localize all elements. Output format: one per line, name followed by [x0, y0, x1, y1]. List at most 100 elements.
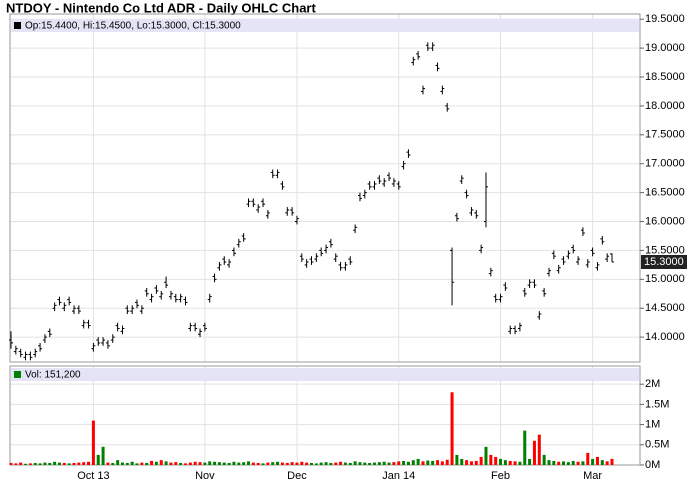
- volume-bar: [402, 460, 406, 465]
- last-price-box: [641, 254, 687, 269]
- volume-bar: [363, 462, 367, 465]
- volume-bar: [460, 458, 464, 465]
- volume-bar: [513, 461, 517, 465]
- x-tick-label: Dec: [287, 470, 307, 482]
- volume-bar: [484, 446, 488, 465]
- volume-bar: [440, 461, 444, 465]
- volume-bar: [392, 462, 396, 465]
- volume-bar: [382, 461, 386, 465]
- volume-bar: [329, 462, 333, 465]
- y-tick-label: 15.5000: [645, 244, 685, 256]
- volume-bar: [397, 461, 401, 465]
- volume-bar: [305, 462, 309, 465]
- volume-bar: [387, 462, 391, 465]
- volume-bar: [591, 458, 595, 465]
- volume-bar: [314, 463, 318, 465]
- volume-bar: [479, 456, 483, 465]
- volume-bar: [38, 463, 42, 465]
- volume-bar: [159, 460, 163, 465]
- y-tick-label: 1M: [645, 418, 660, 430]
- volume-bar: [150, 460, 154, 465]
- volume-bar: [469, 461, 473, 465]
- volume-bar: [295, 462, 299, 465]
- volume-bar: [217, 462, 221, 465]
- volume-bar: [193, 461, 197, 465]
- volume-bar: [290, 462, 294, 465]
- volume-bar: [203, 462, 207, 465]
- volume-bar: [198, 462, 202, 465]
- volume-bar: [266, 462, 270, 465]
- volume-bar: [571, 460, 575, 465]
- volume-bar: [605, 461, 609, 465]
- volume-bar: [140, 462, 144, 465]
- y-tick-label: 1.5M: [645, 398, 669, 410]
- volume-legend-swatch: [14, 371, 21, 378]
- volume-bar: [411, 460, 415, 465]
- volume-bar: [145, 462, 149, 465]
- volume-bar: [319, 462, 323, 465]
- volume-bar: [406, 461, 410, 465]
- volume-bar: [101, 446, 105, 465]
- volume-bar: [339, 461, 343, 465]
- volume-bar: [445, 459, 449, 465]
- volume-bar: [24, 463, 28, 465]
- volume-bar: [91, 420, 95, 465]
- volume-bar: [547, 460, 551, 465]
- volume-bar: [300, 461, 304, 465]
- volume-bar: [353, 461, 357, 465]
- volume-bar: [557, 461, 561, 465]
- x-tick-label: Nov: [195, 470, 215, 482]
- volume-bar: [499, 458, 503, 465]
- volume-bar: [503, 460, 507, 465]
- volume-bar: [489, 454, 493, 465]
- y-tick-label: 14.0000: [645, 331, 685, 343]
- y-tick-label: 14.5000: [645, 302, 685, 314]
- volume-bar: [348, 462, 352, 465]
- volume-bar: [213, 461, 217, 465]
- volume-bar: [48, 462, 52, 465]
- volume-bar: [343, 462, 347, 465]
- volume-bar: [82, 462, 86, 465]
- legend-swatch: [14, 22, 21, 29]
- y-tick-label: 17.0000: [645, 158, 685, 170]
- volume-bar: [169, 462, 173, 465]
- volume-bar: [310, 462, 313, 465]
- volume-bar: [562, 461, 566, 465]
- volume-bar: [256, 462, 260, 465]
- volume-bar: [232, 461, 236, 465]
- volume-bar: [120, 462, 124, 465]
- volume-bar: [246, 461, 250, 465]
- volume-bar: [377, 462, 381, 465]
- volume-bar: [179, 462, 183, 465]
- volume-bar: [474, 460, 478, 465]
- volume-bar: [436, 460, 440, 465]
- volume-bar: [77, 462, 81, 465]
- volume-bar: [537, 434, 541, 465]
- volume-bar: [373, 462, 377, 465]
- volume-legend-bar: [11, 368, 639, 381]
- volume-bar: [111, 462, 115, 465]
- volume-bar: [19, 462, 23, 465]
- volume-bar: [130, 461, 134, 465]
- volume-bar: [576, 461, 580, 465]
- volume-bar: [242, 462, 246, 465]
- volume-bar: [610, 458, 614, 465]
- volume-bar: [53, 461, 57, 465]
- volume-bar: [528, 458, 532, 465]
- y-tick-label: 19.0000: [645, 42, 685, 54]
- volume-bar: [334, 462, 338, 465]
- volume-bar: [450, 392, 454, 465]
- volume-legend-text: Vol: 151,200: [25, 370, 81, 381]
- volume-bar: [532, 440, 536, 465]
- volume-bar: [227, 462, 231, 465]
- volume-bar: [135, 463, 139, 465]
- y-tick-label: 15.0000: [645, 273, 685, 285]
- volume-bar: [280, 462, 284, 465]
- volume-bar: [494, 456, 498, 465]
- y-tick-label: 19.5000: [645, 13, 685, 25]
- y-tick-label: 16.0000: [645, 215, 685, 227]
- volume-bar: [14, 463, 18, 465]
- volume-bar: [237, 462, 241, 465]
